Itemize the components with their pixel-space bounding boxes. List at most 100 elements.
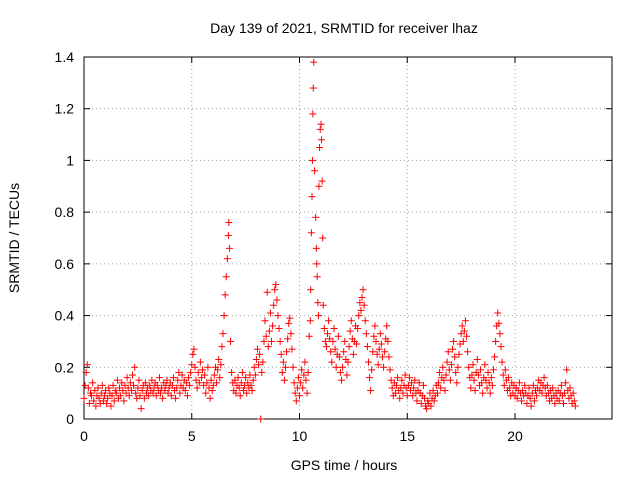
data-point bbox=[569, 389, 577, 397]
data-point bbox=[223, 255, 231, 263]
data-point bbox=[562, 379, 570, 387]
data-point bbox=[277, 350, 285, 358]
data-point bbox=[302, 376, 310, 384]
data-point bbox=[492, 337, 500, 345]
data-point bbox=[339, 363, 347, 371]
data-point bbox=[506, 384, 514, 392]
data-point bbox=[357, 306, 365, 314]
data-point bbox=[123, 374, 131, 382]
data-point bbox=[227, 337, 235, 345]
data-point bbox=[356, 299, 364, 307]
data-point bbox=[89, 379, 97, 387]
data-point bbox=[267, 337, 275, 345]
data-point bbox=[308, 156, 316, 164]
data-point bbox=[146, 381, 154, 389]
data-point bbox=[247, 381, 255, 389]
data-point bbox=[417, 399, 425, 407]
grid-lines bbox=[84, 57, 612, 419]
data-point bbox=[138, 387, 146, 395]
data-point bbox=[331, 345, 339, 353]
data-point bbox=[273, 296, 281, 304]
data-point bbox=[364, 358, 372, 366]
data-point bbox=[529, 381, 537, 389]
data-point bbox=[433, 389, 441, 397]
data-point bbox=[555, 397, 563, 405]
data-point bbox=[398, 376, 406, 384]
data-point bbox=[80, 394, 88, 402]
data-point bbox=[278, 368, 286, 376]
data-point bbox=[282, 363, 290, 371]
data-point bbox=[152, 392, 160, 400]
data-point bbox=[183, 392, 191, 400]
data-point bbox=[300, 371, 308, 379]
data-point bbox=[232, 389, 240, 397]
data-point bbox=[469, 361, 477, 369]
data-point bbox=[374, 361, 382, 369]
data-point bbox=[308, 193, 316, 201]
data-point bbox=[127, 387, 135, 395]
data-point bbox=[362, 330, 370, 338]
data-point bbox=[324, 330, 332, 338]
data-point bbox=[413, 397, 421, 405]
data-point bbox=[159, 394, 167, 402]
data-point bbox=[274, 312, 282, 320]
data-point bbox=[109, 381, 117, 389]
data-point bbox=[392, 381, 400, 389]
data-point bbox=[238, 368, 246, 376]
data-point bbox=[263, 288, 271, 296]
data-point bbox=[317, 120, 325, 128]
data-point bbox=[467, 384, 475, 392]
data-point bbox=[224, 231, 232, 239]
data-point bbox=[369, 348, 377, 356]
data-point bbox=[454, 363, 462, 371]
data-point bbox=[314, 312, 322, 320]
data-point bbox=[98, 381, 106, 389]
data-point bbox=[202, 389, 210, 397]
data-point bbox=[344, 358, 352, 366]
data-point bbox=[381, 348, 389, 356]
data-point bbox=[334, 332, 342, 340]
data-point bbox=[269, 322, 277, 330]
data-point bbox=[312, 213, 320, 221]
data-point bbox=[497, 343, 505, 351]
data-point bbox=[458, 322, 466, 330]
x-tick-label: 15 bbox=[399, 428, 415, 444]
data-point bbox=[174, 376, 182, 384]
y-tick-label: 1.2 bbox=[55, 101, 75, 117]
data-point bbox=[112, 389, 120, 397]
data-point bbox=[168, 381, 176, 389]
data-point bbox=[538, 389, 546, 397]
y-tick-label: 0.2 bbox=[55, 359, 75, 375]
data-point bbox=[501, 366, 509, 374]
data-point bbox=[191, 363, 199, 371]
data-point bbox=[478, 379, 486, 387]
data-point bbox=[487, 374, 495, 382]
data-point bbox=[204, 363, 212, 371]
data-point bbox=[206, 394, 214, 402]
data-point bbox=[243, 389, 251, 397]
data-point bbox=[486, 389, 494, 397]
data-point bbox=[296, 392, 304, 400]
data-point bbox=[354, 325, 362, 332]
data-point bbox=[367, 387, 375, 395]
data-point bbox=[251, 371, 259, 379]
data-point bbox=[346, 327, 354, 335]
data-point bbox=[419, 381, 427, 389]
data-point bbox=[275, 325, 283, 332]
data-point bbox=[551, 399, 559, 407]
data-point bbox=[312, 244, 320, 252]
data-point bbox=[220, 312, 228, 320]
data-point bbox=[169, 374, 177, 382]
data-point bbox=[195, 379, 203, 387]
data-point bbox=[315, 182, 323, 190]
data-point bbox=[471, 387, 479, 395]
data-point bbox=[465, 363, 473, 371]
data-point bbox=[318, 177, 326, 185]
data-point bbox=[483, 384, 491, 392]
data-point bbox=[505, 374, 513, 382]
data-point bbox=[82, 368, 90, 376]
data-point bbox=[484, 368, 492, 376]
data-point bbox=[252, 356, 260, 364]
data-point bbox=[314, 299, 322, 307]
y-tick-label: 0.4 bbox=[55, 308, 75, 324]
